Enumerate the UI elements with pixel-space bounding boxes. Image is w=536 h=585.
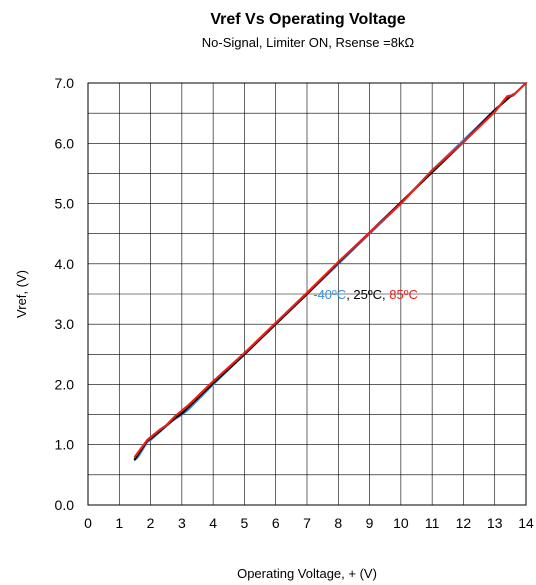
x-tick-label: 8 bbox=[334, 515, 342, 531]
x-tick-label: 11 bbox=[425, 515, 440, 531]
chart-title: Vref Vs Operating Voltage bbox=[210, 11, 405, 28]
x-tick-label: 2 bbox=[147, 515, 155, 531]
x-tick-label: 0 bbox=[84, 515, 92, 531]
x-tick-label: 3 bbox=[178, 515, 186, 531]
x-axis-label: Operating Voltage, + (V) bbox=[237, 566, 377, 581]
y-tick-label: 3.0 bbox=[55, 316, 75, 332]
y-axis-label: Vref, (V) bbox=[14, 270, 29, 318]
temperature-annotation: -40ºC, 25ºC, 85ºC bbox=[313, 287, 418, 302]
chart-subtitle: No-Signal, Limiter ON, Rsense =8kΩ bbox=[202, 35, 415, 50]
x-tick-label: 13 bbox=[487, 515, 503, 531]
x-tick-labels: 0 1 2 3 4 5 6 7 8 9 10 11 12 13 14 bbox=[84, 515, 534, 531]
x-tick-label: 4 bbox=[209, 515, 217, 531]
x-tick-label: 10 bbox=[393, 515, 409, 531]
annotation-cold: -40ºC bbox=[313, 287, 346, 302]
y-tick-label: 0.0 bbox=[55, 497, 75, 513]
y-tick-label: 4.0 bbox=[55, 256, 75, 272]
plot-frame bbox=[87, 82, 527, 506]
series-lines bbox=[133, 81, 528, 461]
y-tick-label: 6.0 bbox=[55, 135, 75, 151]
series-line-3 bbox=[133, 81, 528, 458]
y-tick-label: 2.0 bbox=[55, 376, 75, 392]
x-tick-label: 7 bbox=[303, 515, 311, 531]
x-tick-label: 1 bbox=[115, 515, 123, 531]
x-tick-label: 6 bbox=[272, 515, 280, 531]
annotation-room: , 25ºC, bbox=[346, 287, 389, 302]
annotation-hot: 85ºC bbox=[389, 287, 418, 302]
y-tick-label: 5.0 bbox=[55, 196, 75, 212]
x-tick-label: 14 bbox=[518, 515, 534, 531]
y-tick-label: 1.0 bbox=[55, 437, 75, 453]
x-tick-label: 9 bbox=[366, 515, 374, 531]
x-tick-label: 12 bbox=[456, 515, 472, 531]
grid bbox=[88, 83, 526, 505]
x-tick-label: 5 bbox=[241, 515, 249, 531]
y-tick-label: 7.0 bbox=[55, 75, 75, 91]
y-tick-labels: 0.0 1.0 2.0 3.0 4.0 5.0 6.0 7.0 bbox=[55, 75, 75, 513]
